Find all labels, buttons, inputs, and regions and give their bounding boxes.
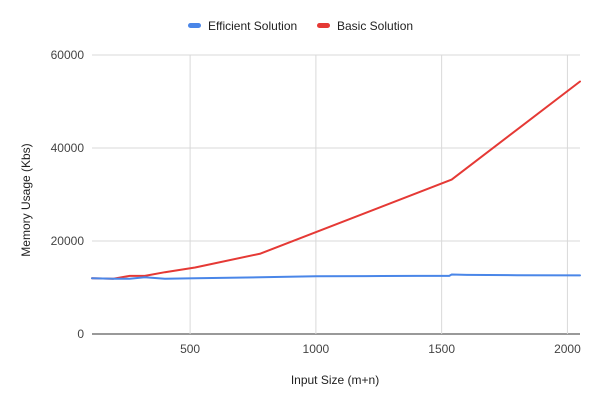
- x-tick-label: 1000: [303, 342, 330, 356]
- y-tick-label: 20000: [51, 234, 85, 248]
- x-tick-label: 1500: [428, 342, 455, 356]
- grid: [92, 54, 580, 335]
- y-tick-label: 0: [77, 327, 84, 341]
- legend-item: Efficient Solution: [188, 19, 297, 33]
- tick-labels: 0 20000 40000 60000 500 1000 1500 2000: [51, 48, 581, 356]
- y-tick-label: 40000: [51, 141, 85, 155]
- series-line-basic-solution: [91, 80, 581, 280]
- y-tick-label: 60000: [51, 48, 85, 62]
- legend-swatch: [317, 23, 330, 28]
- series-lines: [91, 80, 581, 280]
- legend-label: Basic Solution: [337, 19, 413, 33]
- x-axis-title: Input Size (m+n): [291, 373, 379, 387]
- legend: Efficient Solution Basic Solution: [188, 19, 413, 33]
- x-tick-label: 500: [180, 342, 200, 356]
- y-axis-title: Memory Usage (Kbs): [19, 143, 33, 256]
- legend-item: Basic Solution: [317, 19, 413, 33]
- legend-label: Efficient Solution: [208, 19, 297, 33]
- legend-swatch: [188, 23, 201, 28]
- x-tick-label: 2000: [554, 342, 581, 356]
- series-line-efficient-solution: [91, 273, 581, 280]
